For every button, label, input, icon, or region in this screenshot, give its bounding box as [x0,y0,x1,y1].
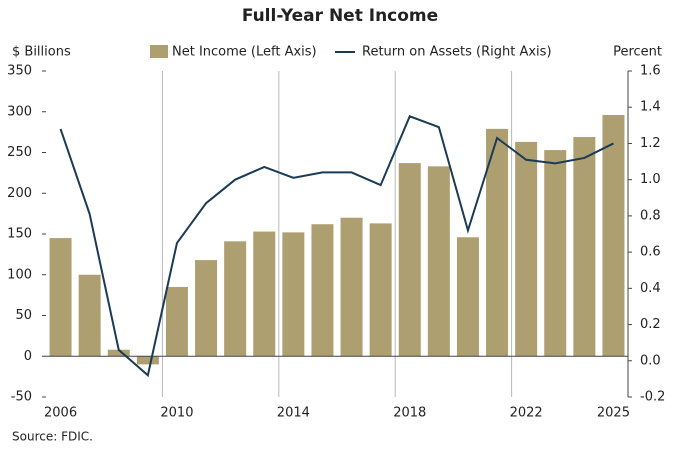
source-note: Source: FDIC. [12,430,93,444]
y2-tick-label: 1.2 [640,136,661,151]
y2-tick-label: 1.6 [640,64,661,79]
bar [398,163,421,357]
y2-tick-label: 0.6 [640,245,661,260]
y-tick-label: 250 [7,145,32,160]
x-tick-label: 2014 [277,406,310,421]
bar [136,356,159,365]
x-tick-label: 2025 [597,406,630,421]
x-tick-label: 2006 [44,406,77,421]
bar [340,217,363,357]
y2-tick-label: 0.4 [640,281,661,296]
legend-label: Net Income (Left Axis) [172,45,317,60]
bar [224,241,247,357]
bar [78,274,101,357]
bar [515,141,538,357]
bar [369,223,392,357]
y-tick-label: 350 [7,64,32,79]
line [59,115,614,378]
bar [253,231,276,357]
bar [282,232,305,357]
y-tick-label: 50 [15,308,32,323]
bar [427,166,450,357]
y2-tick-label: 0.0 [640,353,661,368]
y2-tick-label: 1.4 [640,100,661,115]
y-tick-label: 200 [7,186,32,201]
chart-title: Full-Year Net Income [242,6,438,26]
y-tick-label: 0 [24,349,32,364]
y-axis-label: $ Billions [12,45,71,60]
bar [165,286,188,357]
bar [486,128,509,357]
bar [311,224,334,357]
y2-tick-label: -0.2 [640,390,665,405]
y-tick-label: 150 [7,227,32,242]
y-tick-label: -50 [11,390,32,405]
bar [456,237,479,357]
y-tick-label: 300 [7,104,32,119]
bar [195,260,218,357]
bar [107,349,130,357]
bar [602,115,625,357]
y-tick-label: 100 [7,267,32,282]
bar [544,150,567,357]
x-tick-label: 2010 [160,406,193,421]
x-tick-label: 2022 [510,406,543,421]
legend-swatch [150,45,168,58]
legend-label: Return on Assets (Right Axis) [362,45,552,60]
y2-tick-label: 0.8 [640,208,661,223]
y2-axis-label: Percent [613,45,662,60]
bar [573,137,596,357]
y2-tick-label: 1.0 [640,172,661,187]
x-tick-label: 2018 [393,406,426,421]
bar [49,238,72,357]
y2-tick-label: 0.2 [640,317,661,332]
